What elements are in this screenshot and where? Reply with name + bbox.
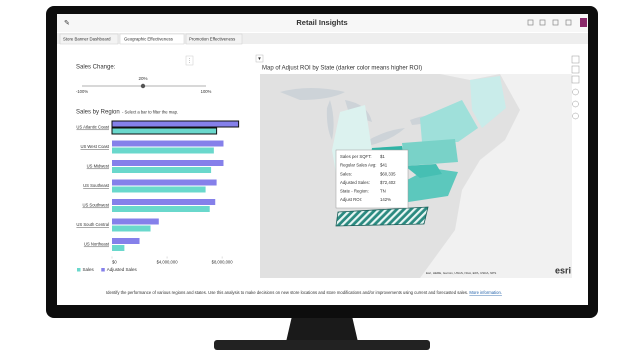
- options-button[interactable]: [185, 55, 194, 66]
- tooltip-rows: Sales per SQFT: $1 Regular Sales Avg: $41 Sa…: [340, 154, 396, 202]
- x-tick-label: $8,000,000: [212, 260, 234, 265]
- monitor-base: [214, 340, 430, 350]
- bar[interactable]: [112, 238, 140, 244]
- map-pan[interactable]: [571, 75, 580, 84]
- legend-label[interactable]: Adjusted Sales: [107, 267, 138, 272]
- attribution: Esri, HERE, Garmin, USGS, NGA, EPA, USDA…: [426, 271, 496, 275]
- bar[interactable]: [112, 186, 206, 193]
- tab-label[interactable]: Store Banner Dashboard: [63, 37, 111, 42]
- tooltip-value: $1: [380, 154, 385, 159]
- category-label[interactable]: US South Central: [76, 222, 109, 227]
- menu-icon[interactable]: [580, 18, 587, 27]
- tooltip-label: State - Region:: [340, 189, 369, 194]
- legend-swatch: [77, 268, 81, 272]
- category-label[interactable]: US Midwest: [87, 164, 110, 169]
- tab-active[interactable]: [119, 33, 185, 45]
- state-region[interactable]: [402, 139, 458, 166]
- category-label[interactable]: US Southeast: [83, 183, 110, 188]
- options-dots[interactable]: ⋮: [187, 58, 192, 64]
- footer-text: Identify the performance of various regi…: [106, 290, 502, 295]
- map-logo: esri: [555, 265, 571, 275]
- footer-description: Identify the performance of various regi…: [106, 290, 468, 295]
- category-label[interactable]: US Southwest: [82, 203, 109, 208]
- app-title: Retail Insights: [296, 18, 347, 27]
- bar[interactable]: [112, 179, 217, 186]
- bar[interactable]: [112, 147, 214, 154]
- tab-label[interactable]: Geographic Effectiveness: [124, 37, 173, 42]
- map-menu[interactable]: [571, 55, 580, 64]
- undo-icon[interactable]: [552, 19, 559, 26]
- state-region[interactable]: [405, 164, 442, 178]
- save-icon[interactable]: [539, 19, 546, 26]
- x-tick-label: $4,000,000: [157, 260, 179, 265]
- toolbar-icons: [527, 19, 572, 26]
- lake-superior: [280, 88, 345, 100]
- title-bar: [57, 14, 588, 32]
- tooltip-value: $72,402: [380, 180, 396, 185]
- chart-title: Sales by Region: [76, 110, 120, 116]
- bar[interactable]: [112, 167, 212, 173]
- tab[interactable]: [59, 33, 119, 45]
- map-home[interactable]: [572, 112, 579, 120]
- bar[interactable]: [111, 120, 240, 128]
- state-region[interactable]: [470, 76, 506, 128]
- filter-button[interactable]: [255, 54, 264, 63]
- bar[interactable]: [112, 218, 159, 225]
- slider-min: -100%: [76, 89, 88, 94]
- expand-icon[interactable]: [527, 19, 534, 26]
- footer-link[interactable]: More information.: [469, 290, 502, 295]
- bar[interactable]: [112, 206, 210, 212]
- map-tools: [571, 55, 580, 120]
- legend-swatch: [101, 268, 105, 272]
- slider-max: 100%: [201, 89, 212, 94]
- bar[interactable]: [112, 225, 151, 232]
- map-zoom[interactable]: [572, 88, 579, 96]
- slider-value: 20%: [138, 76, 147, 81]
- legend-label[interactable]: Sales: [83, 267, 95, 272]
- map-locate[interactable]: [572, 100, 579, 108]
- tooltip-label: Regular Sales Avg:: [340, 163, 376, 168]
- slider-thumb[interactable]: [140, 83, 146, 89]
- category-label[interactable]: US Northeast: [84, 242, 110, 247]
- tab[interactable]: [185, 33, 243, 45]
- state-region[interactable]: [420, 100, 478, 142]
- filter-icon[interactable]: ▼: [257, 56, 261, 61]
- bar[interactable]: [112, 160, 224, 166]
- chart-subtitle: - Select a bar to filter the map.: [122, 110, 178, 115]
- map-title: Map of Adjust ROI by State (darker color…: [262, 66, 422, 72]
- slider-label: Sales Change:: [76, 65, 116, 71]
- tooltip-label: Adjust ROI:: [340, 197, 362, 202]
- edit-icon[interactable]: ✎: [64, 20, 70, 27]
- bar[interactable]: [111, 127, 218, 135]
- map-expand[interactable]: [571, 65, 580, 74]
- tab-bar: [57, 33, 588, 44]
- bar[interactable]: [112, 140, 224, 147]
- lake-erie: [365, 128, 405, 146]
- category-label[interactable]: US Atlantic Coast: [76, 125, 109, 130]
- tooltip-value: 142%: [380, 197, 391, 202]
- tab-label[interactable]: Promotion Effectiveness: [189, 37, 235, 42]
- tooltip-value: $60,335: [380, 171, 396, 176]
- category-label[interactable]: US West Coast: [80, 144, 109, 149]
- selected-state[interactable]: [335, 206, 429, 227]
- redo-icon[interactable]: [565, 19, 572, 26]
- lake-michigan: [326, 100, 334, 140]
- tooltip-label: Adjusted Sales:: [340, 180, 370, 185]
- monitor-neck: [286, 316, 358, 342]
- x-tick-label: $0: [112, 260, 117, 265]
- tooltip-label: Sales:: [340, 171, 352, 176]
- tooltip-value: TN: [380, 189, 386, 194]
- tooltip-value: $41: [380, 163, 388, 168]
- tooltip: [335, 149, 409, 209]
- bar-chart: US Atlantic Coast US West Coast US Midwest…: [76, 120, 240, 272]
- tooltip-label: Sales per SQFT:: [340, 154, 372, 159]
- bar[interactable]: [112, 245, 125, 251]
- bar[interactable]: [112, 199, 216, 205]
